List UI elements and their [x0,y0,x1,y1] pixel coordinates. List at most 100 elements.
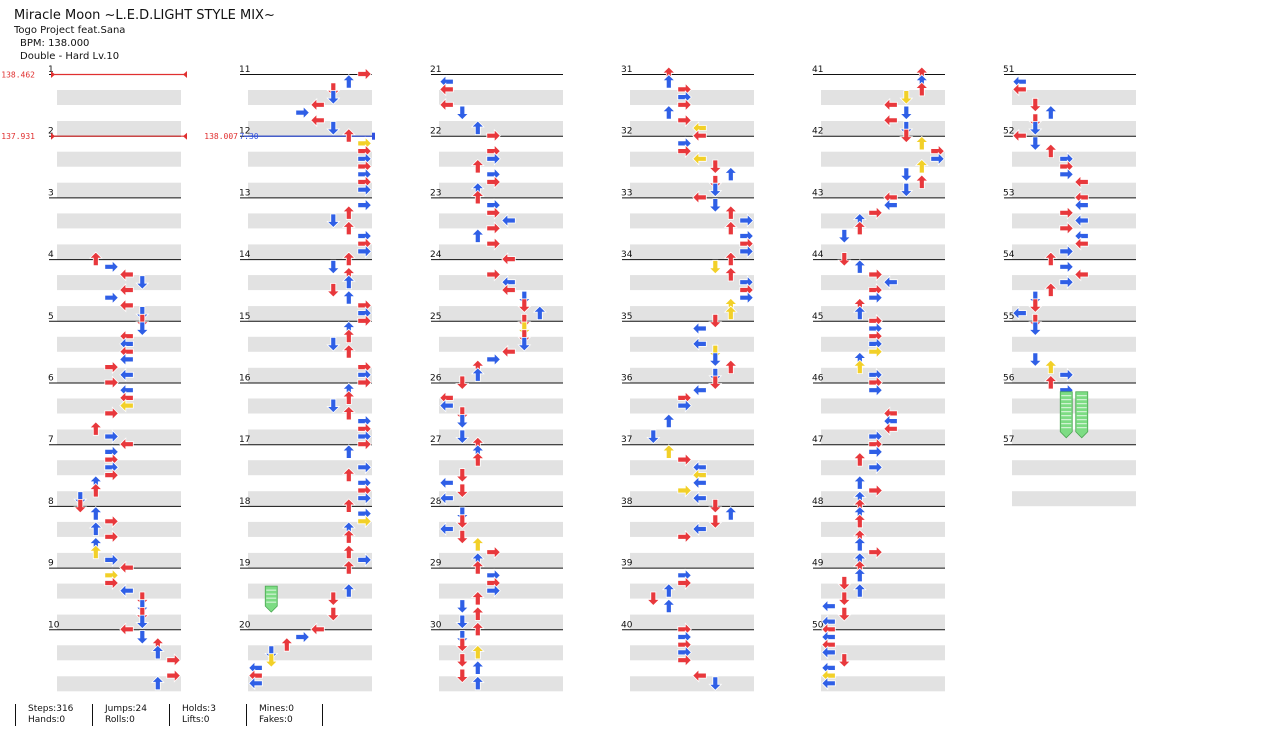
measure-number: 6 [48,374,54,384]
arrow-down-icon [326,213,341,229]
arrow-down-icon [73,491,88,506]
arrow-up-icon [852,359,867,375]
measure-stripe [57,275,181,291]
measure-stripe [1012,90,1136,105]
measure-32: 32 [621,127,754,198]
measure-number: 47 [812,435,823,445]
measure-stripe [439,676,563,692]
arrow-down-icon [1028,136,1043,151]
arrow-up-icon [341,544,356,560]
measure-stripe [248,552,372,568]
measure-stripe [57,306,181,322]
arrow-right-icon [166,653,181,668]
measure-47: 47 [812,435,945,507]
measure-stripe [57,151,181,167]
arrow-right-icon [1059,205,1074,220]
arrow-down-icon [326,90,341,105]
measure-number: 41 [812,65,823,75]
measure-stripe [248,121,372,136]
measure-stripe [630,645,754,661]
arrow-right-icon [357,437,372,452]
arrow-down-icon [455,105,470,121]
arrow-up-icon [1043,374,1058,390]
arrow-up-icon [341,498,356,513]
arrow-left-icon [439,74,454,89]
measure-29: 29 [430,559,563,630]
arrow-left-icon [119,437,134,452]
arrow-down-icon [326,259,341,275]
measure-1: 1 [48,65,181,136]
arrow-right-icon [1059,275,1074,290]
stats-col-mines: Mines:0 Fakes:0 [246,704,294,726]
arrow-left-icon [1012,128,1027,143]
arrow-right-icon [486,175,501,189]
arrow-down-icon [708,367,723,383]
arrow-left-icon [501,283,516,297]
arrow-down-icon [326,607,341,622]
arrow-up-icon [661,444,676,459]
arrow-right-icon [486,151,501,166]
arrow-right-icon [166,668,181,683]
arrow-right-icon [486,236,501,251]
arrow-right-icon [104,406,119,421]
measure-number: 53 [1003,188,1014,198]
measure-number: 30 [430,620,442,630]
arrow-down-icon [455,414,470,429]
measure-40: 40 [621,620,754,692]
arrow-down-icon [517,321,532,337]
measure-number: 26 [430,374,442,384]
measure-stripe [439,614,563,630]
arrow-left-icon [1074,175,1089,189]
arrow-up-icon [914,174,929,189]
arrow-down-icon [899,167,914,182]
arrow-down-icon [708,259,723,275]
measure-stripe [821,583,945,599]
measure-stripe [248,213,372,229]
measure-stripe [821,151,945,167]
measure-stripe [1012,367,1136,383]
measure-stripe [821,182,945,198]
measure-stripe [1012,429,1136,445]
arrow-left-icon [883,198,898,213]
measure-stripe [821,491,945,507]
measure-number: 11 [239,65,250,75]
arrow-up-icon [723,251,738,267]
arrow-left-icon [1012,82,1027,97]
arrow-up-icon [341,128,356,143]
arrow-right-icon [739,244,754,259]
arrow-right-icon [357,198,372,213]
arrow-up-icon [470,660,485,675]
measure-stripe [439,460,563,476]
measure-stripe [248,244,372,260]
measure-number: 31 [621,65,632,75]
measure-38: 38 [621,497,754,568]
arrow-up-icon [661,74,676,89]
jumps-count: Jumps:24 [105,704,148,714]
arrow-up-icon [470,606,485,621]
measure-33: 33 [621,188,754,260]
arrow-right-icon [357,244,372,259]
arrow-right-icon [357,491,372,506]
arrow-up-icon [279,637,294,652]
measure-37: 37 [621,435,754,507]
arrow-right-icon [357,67,372,81]
bpm-marker [51,71,55,78]
arrow-down-icon [135,275,150,290]
measure-25: 25 [430,312,563,383]
arrow-right-icon [486,128,501,143]
measure-number: 25 [430,312,441,322]
measure-number: 45 [812,312,823,322]
measure-44: 44 [812,250,945,322]
arrow-up-icon [470,590,485,606]
arrow-up-icon [1043,143,1058,159]
arrow-up-icon [88,421,103,436]
arrow-up-icon [852,567,867,583]
arrow-up-icon [852,259,867,274]
arrow-up-icon [1043,251,1058,267]
hold-note [264,585,278,613]
measure-stripe [439,398,563,414]
arrow-left-icon [821,676,836,691]
arrow-right-icon [677,452,692,467]
arrow-down-icon [264,645,279,660]
